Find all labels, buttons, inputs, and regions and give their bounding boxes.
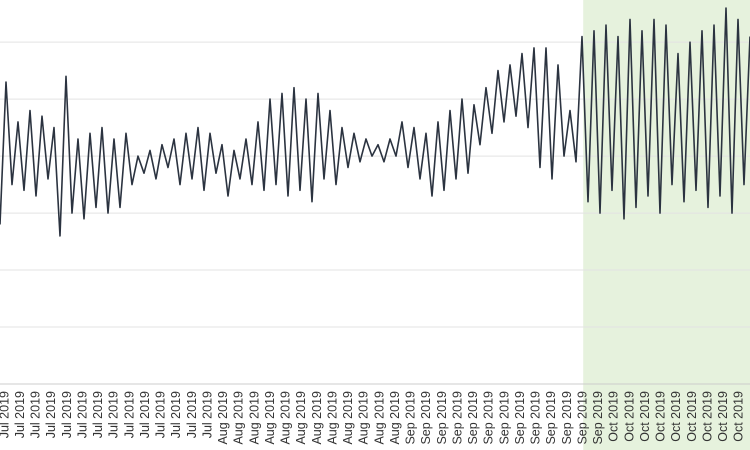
x-tick-label: Sep 2019 <box>560 391 574 445</box>
x-tick-label: Jul 2019 <box>29 391 43 438</box>
x-tick-label: Sep 2019 <box>404 391 418 445</box>
line <box>0 7 750 237</box>
x-tick-label: Sep 2019 <box>466 391 480 445</box>
x-tick-label: Oct 2019 <box>607 391 621 442</box>
x-tick-label: Oct 2019 <box>716 391 730 442</box>
x-tick-label: Sep 2019 <box>497 391 511 445</box>
x-tick-label: Aug 2019 <box>263 391 277 445</box>
x-tick-label: Aug 2019 <box>216 391 230 445</box>
x-tick-label: Oct 2019 <box>685 391 699 442</box>
x-tick-label: Aug 2019 <box>325 391 339 445</box>
x-tick-label: Sep 2019 <box>482 391 496 445</box>
x-tick-label: Jul 2019 <box>154 391 168 438</box>
x-tick-label: Sep 2019 <box>419 391 433 445</box>
x-tick-label: Aug 2019 <box>357 391 371 445</box>
shaded-region <box>583 0 750 450</box>
x-tick-label: Sep 2019 <box>513 391 527 445</box>
x-tick-label: Oct 2019 <box>638 391 652 442</box>
x-tick-label: Jul 2019 <box>138 391 152 438</box>
x-tick-label: Aug 2019 <box>247 391 261 445</box>
x-tick-label: Aug 2019 <box>310 391 324 445</box>
x-tick-label: Sep 2019 <box>575 391 589 445</box>
x-tick-label: Jul 2019 <box>122 391 136 438</box>
x-tick-label: Oct 2019 <box>622 391 636 442</box>
x-tick-label: Jul 2019 <box>185 391 199 438</box>
x-tick-label: Aug 2019 <box>279 391 293 445</box>
x-tick-label: Aug 2019 <box>388 391 402 445</box>
x-tick-label: Jul 2019 <box>200 391 214 438</box>
x-tick-label: Oct 2019 <box>669 391 683 442</box>
x-tick-label: Jul 2019 <box>91 391 105 438</box>
x-tick-label: Aug 2019 <box>232 391 246 445</box>
x-tick-label: Aug 2019 <box>294 391 308 445</box>
x-tick-label: Sep 2019 <box>529 391 543 445</box>
x-tick-label: Oct 2019 <box>654 391 668 442</box>
x-tick-label: Oct 2019 <box>700 391 714 442</box>
x-tick-label: Sep 2019 <box>544 391 558 445</box>
x-tick-label: Jul 2019 <box>169 391 183 438</box>
x-tick-label: Sep 2019 <box>450 391 464 445</box>
x-tick-label: Jul 2019 <box>44 391 58 438</box>
x-tick-label: Jul 2019 <box>13 391 27 438</box>
x-tick-label: Jul 2019 <box>75 391 89 438</box>
x-tick-label: Jul 2019 <box>60 391 74 438</box>
x-tick-label: Aug 2019 <box>372 391 386 445</box>
x-tick-label: Jul 2019 <box>107 391 121 438</box>
x-tick-label: Aug 2019 <box>341 391 355 445</box>
x-tick-label: Jul 2019 <box>0 391 11 438</box>
x-tick-label: Sep 2019 <box>435 391 449 445</box>
x-tick-label: Oct 2019 <box>732 391 746 442</box>
x-tick-label: Sep 2019 <box>591 391 605 445</box>
